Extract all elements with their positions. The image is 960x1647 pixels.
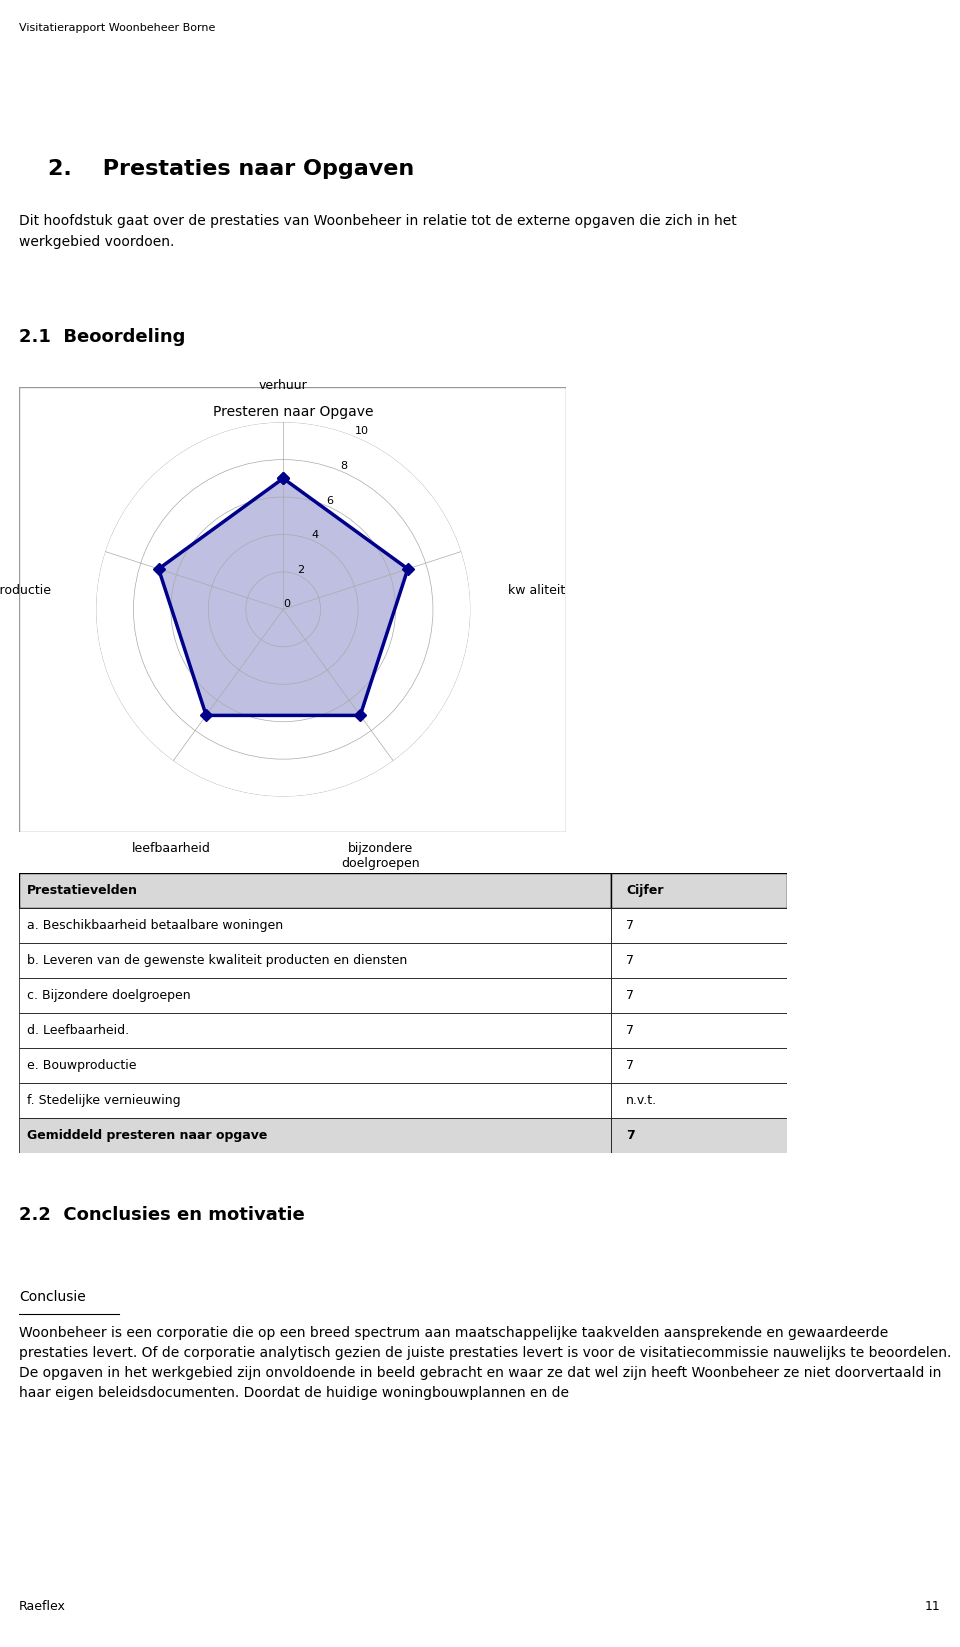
Bar (611, 1013, 787, 1047)
Text: Prestatievelden: Prestatievelden (27, 884, 138, 898)
Text: 7: 7 (626, 954, 634, 967)
Bar (611, 942, 787, 978)
Text: verhuur: verhuur (259, 379, 307, 392)
Text: bijzondere
doelgroepen: bijzondere doelgroepen (341, 842, 420, 870)
Text: 7: 7 (626, 1059, 634, 1072)
Bar (611, 1047, 787, 1084)
Bar (611, 873, 787, 907)
Text: Cijfer: Cijfer (626, 884, 663, 898)
Text: Woonbeheer is een corporatie die op een breed spectrum aan maatschappelijke taak: Woonbeheer is een corporatie die op een … (19, 1326, 951, 1400)
Text: a. Beschikbaarheid betaalbare woningen: a. Beschikbaarheid betaalbare woningen (27, 919, 283, 932)
Polygon shape (158, 478, 408, 715)
Bar (611, 1118, 787, 1153)
Text: e. Bouwproductie: e. Bouwproductie (27, 1059, 136, 1072)
Text: n.v.t.: n.v.t. (626, 1094, 657, 1107)
Text: Conclusie: Conclusie (19, 1290, 86, 1304)
Text: 7: 7 (626, 919, 634, 932)
Bar (611, 907, 787, 942)
Text: Gemiddeld presteren naar opgave: Gemiddeld presteren naar opgave (27, 1128, 267, 1141)
FancyBboxPatch shape (19, 387, 566, 832)
Text: bouw productie: bouw productie (0, 585, 51, 598)
Text: Raeflex: Raeflex (19, 1601, 66, 1612)
Text: c. Bijzondere doelgroepen: c. Bijzondere doelgroepen (27, 988, 190, 1001)
Bar (19, 942, 611, 978)
Text: 2.    Prestaties naar Opgaven: 2. Prestaties naar Opgaven (48, 158, 415, 180)
Text: leefbaarheid: leefbaarheid (132, 842, 210, 855)
Text: kw aliteit: kw aliteit (508, 585, 565, 598)
Text: Presteren naar Opgave: Presteren naar Opgave (212, 405, 373, 418)
Bar (19, 1118, 611, 1153)
Bar (611, 978, 787, 1013)
Bar (19, 907, 611, 942)
Text: 7: 7 (626, 988, 634, 1001)
Text: 7: 7 (626, 1024, 634, 1038)
Text: b. Leveren van de gewenste kwaliteit producten en diensten: b. Leveren van de gewenste kwaliteit pro… (27, 954, 407, 967)
Text: d. Leefbaarheid.: d. Leefbaarheid. (27, 1024, 129, 1038)
Text: 7: 7 (626, 1128, 635, 1141)
Bar (19, 1013, 611, 1047)
Bar (19, 873, 611, 907)
Bar (611, 1084, 787, 1118)
Text: 11: 11 (925, 1601, 941, 1612)
Text: 2.1  Beoordeling: 2.1 Beoordeling (19, 328, 185, 346)
Text: Visitatierapport Woonbeheer Borne: Visitatierapport Woonbeheer Borne (19, 23, 216, 33)
Bar (19, 978, 611, 1013)
Bar (19, 1084, 611, 1118)
Text: f. Stedelijke vernieuwing: f. Stedelijke vernieuwing (27, 1094, 180, 1107)
Text: 2.2  Conclusies en motivatie: 2.2 Conclusies en motivatie (19, 1206, 305, 1224)
Text: Dit hoofdstuk gaat over de prestaties van Woonbeheer in relatie tot de externe o: Dit hoofdstuk gaat over de prestaties va… (19, 214, 737, 249)
Bar (19, 1047, 611, 1084)
